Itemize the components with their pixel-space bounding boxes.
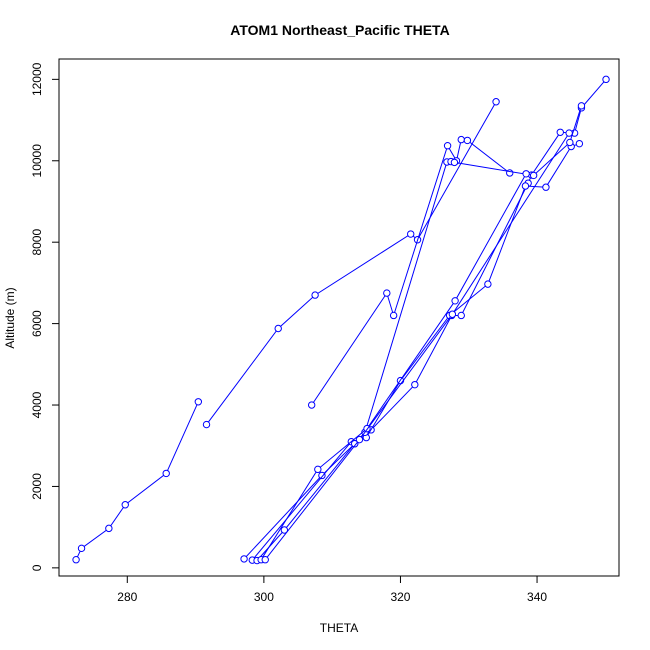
x-axis-label: THETA: [320, 621, 358, 635]
chart-title: ATOM1 Northeast_Pacific THETA: [230, 22, 449, 38]
data-point: [529, 171, 538, 180]
series-line: [243, 79, 607, 560]
x-tick-label: 320: [390, 590, 410, 604]
series-2: [202, 98, 500, 429]
data-point: [311, 291, 319, 299]
y-tick-label: 10000: [30, 144, 44, 178]
y-tick-label: 6000: [30, 310, 44, 337]
y-axis-label: Altitude (m): [3, 287, 17, 348]
y-tick-label: 8000: [30, 229, 44, 256]
data-point: [556, 128, 564, 136]
data-point: [463, 136, 472, 145]
series-7: [257, 170, 530, 564]
data-point: [451, 297, 459, 305]
data-point: [448, 310, 457, 318]
y-tick-label: 4000: [30, 391, 44, 418]
data-point: [383, 289, 391, 297]
data-point: [105, 524, 113, 533]
data-point: [162, 469, 170, 478]
series-line: [264, 132, 570, 561]
y-tick-label: 2000: [30, 473, 44, 500]
data-point: [407, 230, 415, 238]
x-tick-label: 300: [254, 590, 274, 604]
data-point: [566, 138, 574, 147]
data-point: [280, 526, 289, 534]
data-point: [457, 135, 465, 144]
data-point: [261, 556, 269, 564]
data-point: [450, 158, 459, 167]
data-point: [443, 142, 452, 150]
data-point: [202, 420, 211, 429]
data-point: [577, 102, 586, 110]
series-line: [75, 401, 199, 560]
data-point: [351, 439, 359, 448]
data-point: [77, 544, 86, 553]
data-point: [565, 129, 573, 137]
data-point: [307, 401, 316, 409]
y-tick-label: 12000: [30, 62, 44, 96]
x-axis: 280 300 320 340: [117, 575, 547, 604]
series-1: [72, 398, 203, 564]
series-6: [253, 102, 586, 565]
x-tick-label: 280: [117, 590, 137, 604]
data-point: [521, 182, 530, 190]
data-point: [575, 139, 584, 148]
data-point: [318, 471, 326, 480]
x-tick-label: 340: [527, 590, 547, 604]
data-point: [542, 183, 550, 191]
data-point: [194, 398, 203, 406]
data-point: [121, 501, 129, 509]
data-point: [522, 170, 530, 178]
plot-frame: [58, 58, 620, 577]
data-point: [314, 465, 322, 474]
data-point: [484, 280, 492, 288]
data-point: [411, 380, 419, 389]
data-point: [457, 311, 465, 320]
data-point: [389, 311, 398, 320]
plot-area: [72, 75, 610, 565]
data-point: [72, 556, 80, 564]
series-4: [240, 75, 610, 563]
y-axis: 0 2000 4000 6000 8000 10000 12000: [30, 62, 60, 571]
data-point: [492, 98, 500, 106]
series-8: [261, 129, 573, 564]
data-point: [602, 75, 610, 84]
data-point: [274, 324, 282, 333]
data-point: [355, 435, 364, 444]
y-tick-label: 0: [30, 564, 44, 571]
data-point: [240, 555, 248, 563]
series-line: [206, 101, 497, 425]
